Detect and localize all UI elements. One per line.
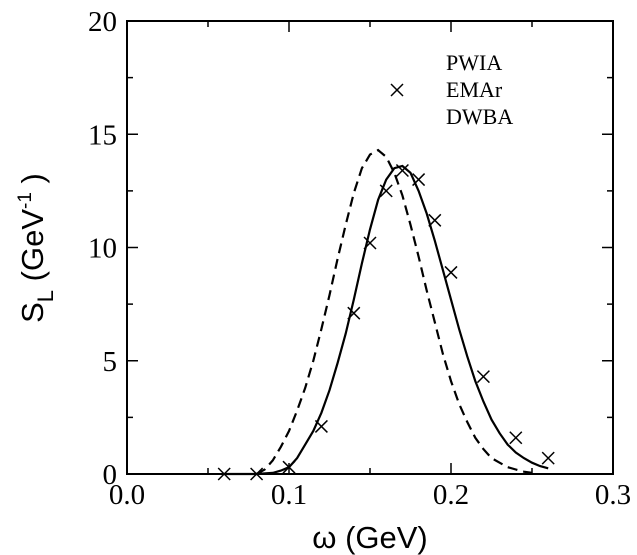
x-tick-label: 0.1: [271, 479, 307, 511]
y-axis-title-unit-sup: -1: [15, 192, 36, 209]
data-point-emar: [444, 265, 458, 279]
x-tick-label: 0.2: [433, 479, 469, 511]
y-axis-tick-labels: 0 5 10 15 20: [88, 6, 117, 491]
y-tick-label: 10: [88, 233, 117, 265]
series-emar-markers: [217, 163, 555, 481]
legend-label-dwba: DWBA: [446, 104, 513, 129]
y-axis-title-sub: L: [33, 290, 58, 302]
y-tick-label: 15: [88, 119, 117, 151]
data-point-emar: [541, 451, 555, 465]
x-axis-title: ω (GeV): [312, 520, 428, 555]
y-axis-ticks: [127, 20, 613, 475]
y-axis-title: SL (GeV-1 ): [15, 173, 58, 323]
y-tick-label: 0: [103, 459, 118, 491]
x-tick-label: 0.3: [595, 479, 631, 511]
y-axis-title-unit-open: (GeV: [15, 209, 50, 290]
y-axis-title-unit-close: ): [15, 173, 50, 192]
y-tick-label: 20: [88, 6, 117, 38]
svg-text:SL (GeV-1 ): SL (GeV-1 ): [15, 173, 58, 323]
data-point-emar: [509, 431, 523, 445]
series-layer: [217, 148, 555, 481]
series-dwba-line: [224, 164, 549, 476]
x-tick-label: 0.0: [109, 479, 145, 511]
legend-label-emar: EMAr: [446, 77, 503, 102]
plot-frame: [126, 20, 614, 475]
y-tick-label: 5: [103, 346, 118, 378]
legend-marker-emar: [390, 83, 404, 97]
data-point-emar: [476, 370, 490, 384]
x-axis-ticks: [126, 21, 614, 474]
x-axis-tick-labels: 0.0 0.1 0.2 0.3: [109, 479, 631, 511]
y-axis-title-main: S: [15, 302, 50, 323]
series-pwia-line: [256, 148, 533, 475]
legend: PWIA EMAr DWBA: [390, 50, 513, 129]
legend-label-pwia: PWIA: [446, 50, 502, 75]
